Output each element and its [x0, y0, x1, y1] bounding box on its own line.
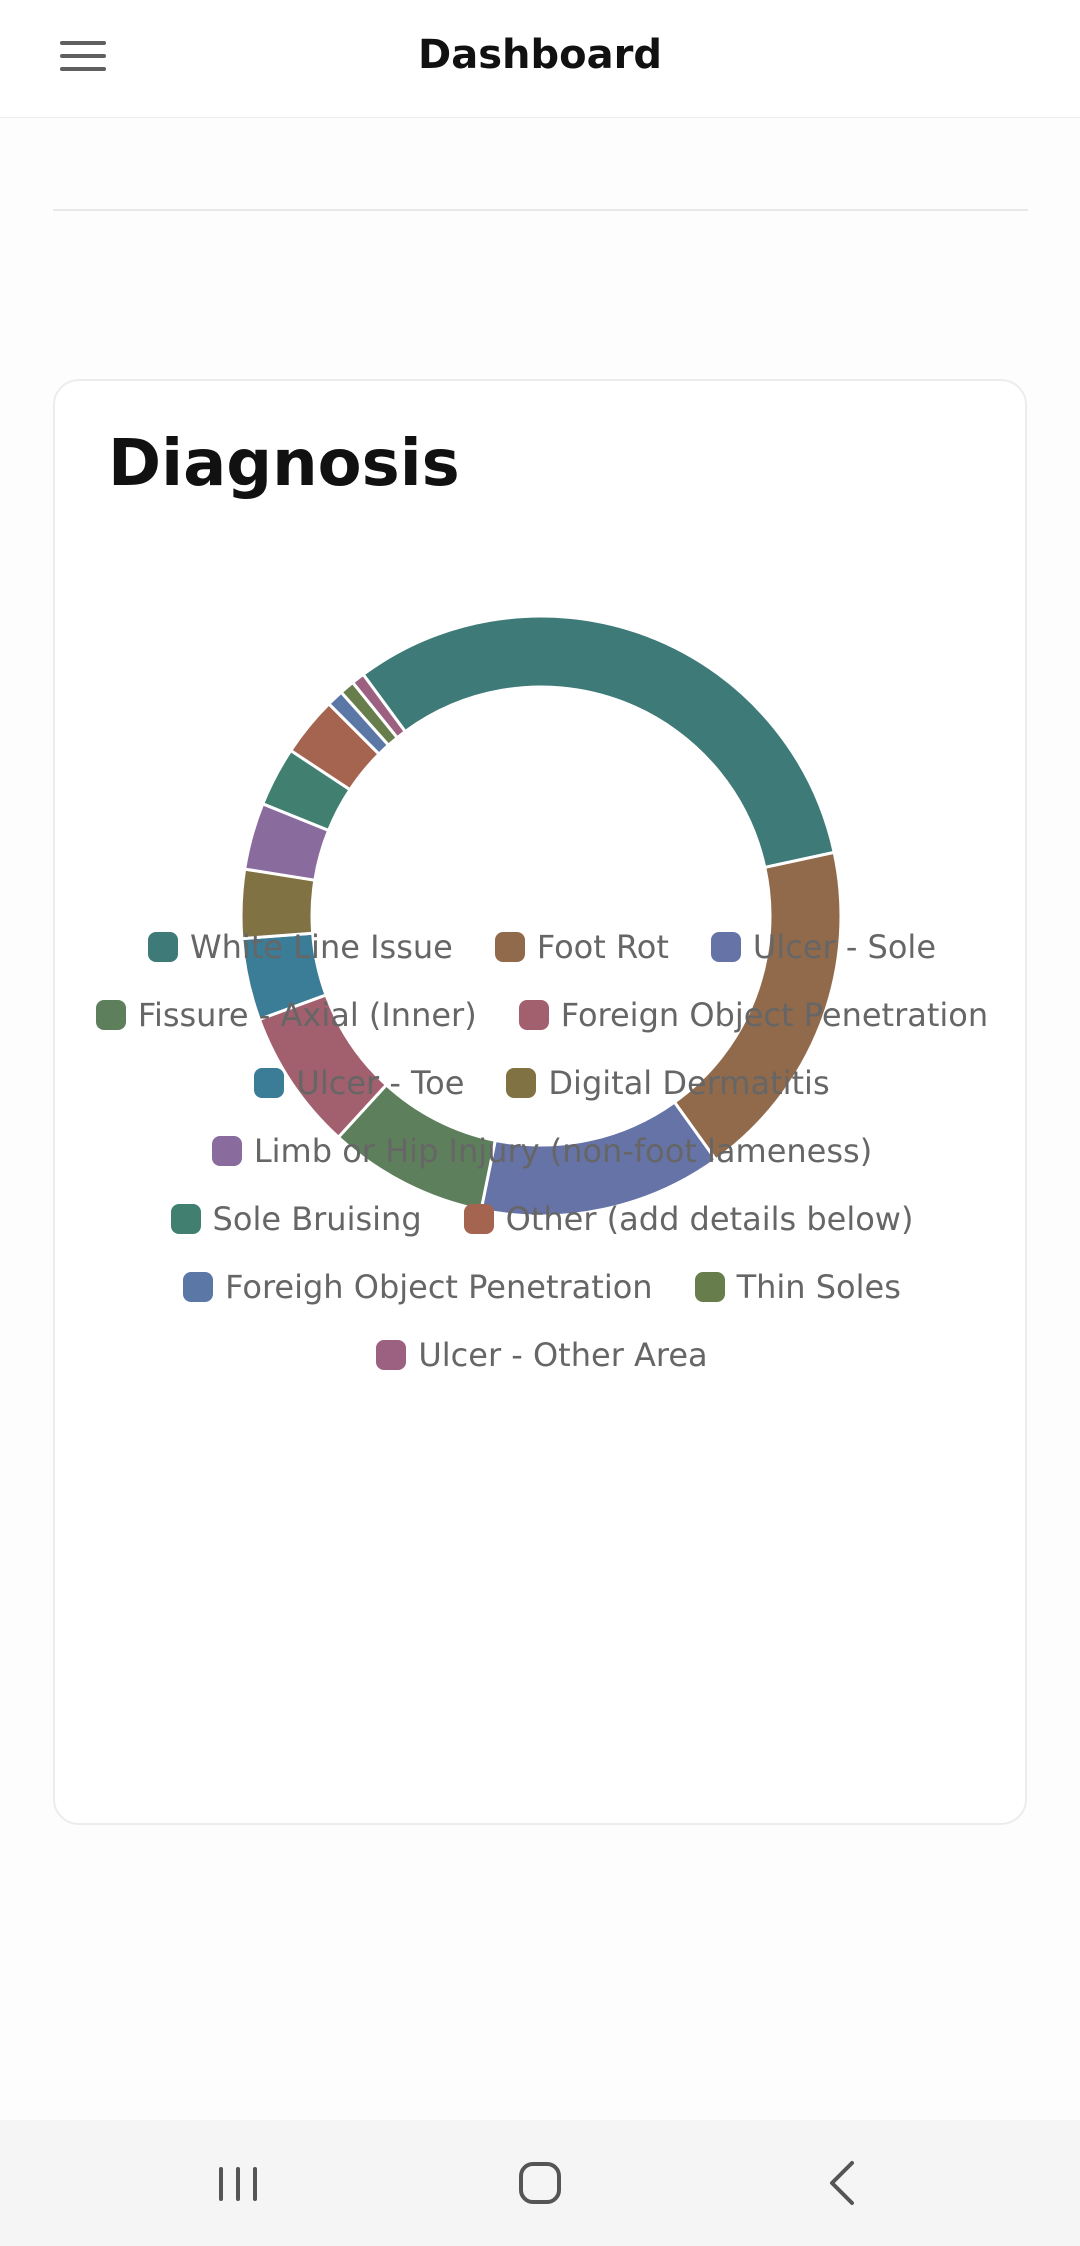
legend-item[interactable]: Other (add details below): [463, 1200, 914, 1238]
legend-row: Ulcer - Toe Digital Dermatitis: [55, 1064, 1029, 1102]
legend-swatch: [211, 1136, 242, 1166]
legend-label: Limb or Hip Injury (non-foot lameness): [253, 1132, 873, 1170]
legend-label: Foreign Object Penetration: [560, 996, 989, 1034]
legend-row: Foreigh Object Penetration Thin Soles: [55, 1268, 1029, 1306]
legend-swatch: [376, 1340, 407, 1370]
legend-row: Fissure - Axial (Inner) Foreign Object Pe…: [55, 996, 1029, 1034]
legend-item[interactable]: Fissure - Axial (Inner): [95, 996, 477, 1034]
legend-swatch: [183, 1272, 214, 1302]
page-title: Dashboard: [418, 32, 662, 78]
doughnut-chart: [239, 614, 843, 1218]
legend-swatch: [494, 932, 525, 962]
legend-row: Limb or Hip Injury (non-foot lameness): [55, 1132, 1029, 1170]
legend-label: Ulcer - Toe: [296, 1064, 465, 1102]
legend-item[interactable]: Ulcer - Other Area: [376, 1336, 708, 1374]
legend-label: Other (add details below): [505, 1200, 914, 1238]
app-header: Dashboard: [0, 0, 1080, 118]
legend-row: White Line Issue Foot Rot Ulcer - Sole: [55, 928, 1029, 966]
legend-item[interactable]: Foot Rot: [494, 928, 669, 966]
system-nav-bar: [0, 2120, 1080, 2246]
legend-label: Foot Rot: [536, 928, 669, 966]
menu-bar: [60, 67, 106, 71]
legend-label: Ulcer - Other Area: [418, 1336, 708, 1374]
legend-item[interactable]: Thin Soles: [694, 1268, 901, 1306]
legend-swatch: [710, 932, 741, 962]
back-icon[interactable]: [802, 2153, 882, 2213]
legend-label: Fissure - Axial (Inner): [137, 996, 477, 1034]
menu-bar: [60, 41, 106, 45]
legend-swatch: [254, 1068, 285, 1098]
legend-item[interactable]: Foreign Object Penetration: [518, 996, 989, 1034]
legend-item[interactable]: Foreigh Object Penetration: [183, 1268, 653, 1306]
legend-swatch: [95, 1000, 126, 1030]
legend-item[interactable]: Sole Bruising: [170, 1200, 422, 1238]
menu-bar: [60, 54, 106, 58]
legend-swatch: [170, 1204, 201, 1234]
card-title: Diagnosis: [108, 427, 460, 501]
legend-item[interactable]: Limb or Hip Injury (non-foot lameness): [211, 1132, 873, 1170]
pie-slice-12[interactable]: [350, 672, 408, 740]
legend-item[interactable]: Ulcer - Sole: [710, 928, 936, 966]
home-icon[interactable]: [500, 2153, 580, 2213]
legend-row: Ulcer - Other Area: [55, 1336, 1029, 1374]
legend-label: Thin Soles: [736, 1268, 901, 1306]
legend-label: White Line Issue: [190, 928, 453, 966]
legend-swatch: [148, 932, 178, 962]
legend-swatch: [694, 1272, 725, 1302]
legend-label: Sole Bruising: [212, 1200, 422, 1238]
legend-item[interactable]: Ulcer - Toe: [254, 1064, 464, 1102]
legend-row: Sole Bruising Other (add details below): [55, 1200, 1029, 1238]
legend-item[interactable]: Digital Dermatitis: [506, 1064, 830, 1102]
legend-label: Digital Dermatitis: [548, 1064, 830, 1102]
recent-apps-icon[interactable]: [198, 2153, 278, 2213]
legend-swatch: [463, 1204, 494, 1234]
legend-label: Ulcer - Sole: [752, 928, 936, 966]
hamburger-menu-icon[interactable]: [58, 36, 110, 76]
legend-item[interactable]: White Line Issue: [148, 928, 453, 966]
legend-label: Foreigh Object Penetration: [225, 1268, 653, 1306]
pie-slice-0[interactable]: [361, 614, 836, 870]
diagnosis-card: Diagnosis White Line Issue Foot Rot Ulcer …: [53, 379, 1027, 1825]
divider: [53, 209, 1028, 211]
legend-swatch: [518, 1000, 549, 1030]
legend-swatch: [506, 1068, 537, 1098]
